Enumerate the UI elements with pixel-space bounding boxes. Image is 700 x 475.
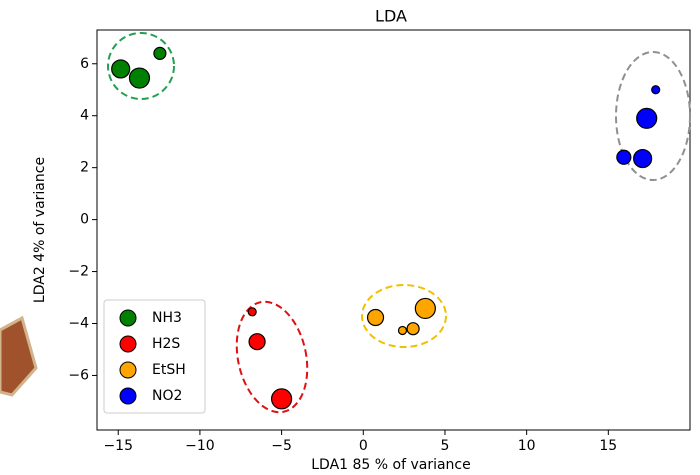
- y-tick-label: −2: [68, 264, 89, 280]
- point: [651, 85, 661, 95]
- point: [270, 388, 293, 410]
- point: [111, 59, 131, 79]
- x-tick-label: 15: [599, 438, 617, 454]
- point: [247, 307, 257, 317]
- x-tick-label: 10: [518, 438, 536, 454]
- point: [406, 322, 420, 336]
- point: [616, 149, 632, 165]
- y-tick-label: 4: [80, 108, 89, 124]
- x-tick-label: −10: [185, 438, 215, 454]
- point: [366, 308, 385, 327]
- axes-frame: [96, 29, 691, 431]
- cluster-ring: [615, 51, 691, 181]
- x-tick-label: −5: [271, 438, 292, 454]
- legend-label: EtSH: [152, 362, 186, 378]
- point: [397, 325, 408, 336]
- point: [636, 107, 658, 129]
- point: [153, 46, 167, 60]
- x-tick-label: 5: [440, 438, 449, 454]
- x-axis-label: LDA1 85 % of variance: [311, 457, 471, 473]
- y-tick-label: 0: [80, 212, 89, 228]
- legend-marker: [119, 309, 137, 327]
- cluster-ring: [107, 32, 175, 100]
- point: [414, 297, 436, 320]
- y-tick-label: −6: [68, 367, 89, 383]
- cluster-ring: [235, 300, 309, 414]
- chip-image: [0, 315, 38, 397]
- x-tick-label: −15: [103, 438, 133, 454]
- y-tick-label: 6: [80, 56, 89, 72]
- legend-box: [103, 299, 206, 414]
- y-tick-label: −4: [68, 316, 89, 332]
- legend-label: NO2: [152, 388, 182, 404]
- chart-title: LDA: [375, 7, 407, 26]
- legend-marker: [119, 387, 137, 405]
- cluster-ring: [361, 284, 447, 348]
- point: [633, 148, 653, 169]
- legend-marker: [119, 335, 137, 353]
- legend-label: NH3: [152, 310, 182, 326]
- point: [248, 333, 266, 351]
- point: [128, 67, 151, 89]
- x-tick-label: 0: [359, 438, 368, 454]
- legend-marker: [119, 361, 137, 379]
- legend-label: H2S: [152, 336, 180, 352]
- y-axis-label: LDA2 4% of variance: [32, 157, 48, 303]
- y-tick-label: 2: [80, 160, 89, 176]
